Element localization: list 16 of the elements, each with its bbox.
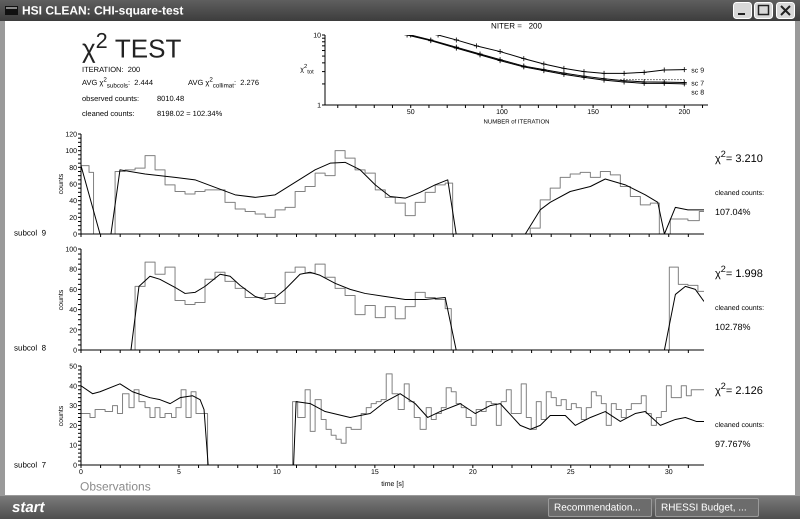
text: subcol 8: [14, 344, 46, 354]
text: subcol 9: [14, 228, 46, 238]
taskbar-button: Recommendation...: [548, 498, 652, 517]
text: subcol 7: [14, 460, 46, 470]
text: χ$^{2}$= 1.998: [715, 264, 763, 280]
text: 107.04%: [715, 207, 751, 218]
text: χ$^{2}$ TEST: [82, 28, 182, 64]
text: start: [12, 498, 45, 516]
text: 97.767%: [715, 439, 751, 450]
text: χ$^{2}$= 3.210: [715, 149, 763, 165]
text: χ$^{2}$= 2.126: [715, 381, 763, 397]
taskbar-button: RHESSI Budget, ...: [655, 498, 759, 517]
text: 102.78%: [715, 322, 751, 333]
text: Observations: [80, 479, 151, 494]
text: HSI CLEAN: CHI-square-test: [22, 2, 184, 18]
chart-title: NITER = 200: [491, 22, 542, 32]
